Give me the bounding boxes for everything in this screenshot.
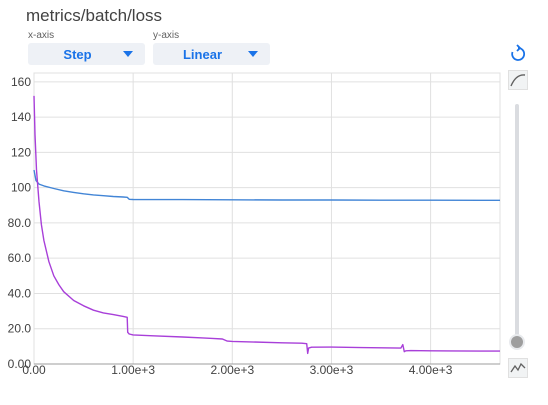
y-tick-label: 20.0 (8, 322, 32, 336)
smoothing-slider[interactable] (509, 104, 525, 350)
y-tick-label: 140 (11, 110, 31, 124)
series-line-1 (33, 169, 500, 202)
x-tick-label: 4.00e+3 (409, 363, 453, 377)
y-tick-label: 120 (11, 145, 31, 159)
x-tick-label: 3.00e+3 (310, 363, 354, 377)
chart-series (33, 95, 500, 355)
chevron-down-icon (248, 51, 258, 57)
x-axis-select-value: Step (63, 46, 92, 62)
y-tick-label: 0.00 (8, 357, 32, 371)
y-axis-label: y-axis (153, 30, 180, 41)
series-line-2 (33, 95, 500, 355)
y-tick-label: 60.0 (8, 251, 32, 265)
smoothing-slider-handle[interactable] (509, 334, 525, 350)
x-axis-label: x-axis (28, 30, 55, 41)
y-tick-label: 100 (11, 181, 31, 195)
chart-title: metrics/batch/loss (26, 6, 163, 25)
y-axis-select[interactable]: Linear (153, 43, 270, 65)
raw-data-icon[interactable] (508, 358, 528, 378)
reset-icon[interactable] (508, 44, 528, 64)
y-tick-label: 40.0 (8, 286, 32, 300)
chart-ticks: 0.00 20.0 40.0 60.0 80.0 100 120 140 160 0.00 1.00… (8, 75, 453, 377)
y-tick-label: 160 (11, 75, 31, 89)
y-axis-select-value: Linear (182, 46, 222, 62)
chart-grid (33, 72, 501, 365)
x-tick-label: 1.00e+3 (111, 363, 155, 377)
smoothing-icon[interactable] (508, 70, 528, 90)
y-tick-label: 80.0 (8, 216, 32, 230)
x-tick-label: 0.00 (22, 363, 46, 377)
x-axis-select[interactable]: Step (28, 43, 145, 65)
x-tick-label: 2.00e+3 (210, 363, 254, 377)
chevron-down-icon (123, 51, 133, 57)
